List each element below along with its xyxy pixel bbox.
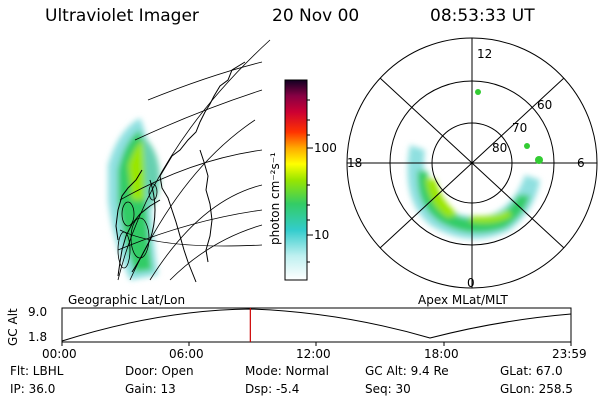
coastline-islands — [117, 183, 158, 269]
timeline-ytick-low: 1.8 — [28, 330, 48, 344]
mlt-label-18: 18 — [347, 156, 363, 170]
colorbar-ticks — [307, 99, 313, 263]
polar-panel — [346, 37, 598, 289]
mode-readout: Mode: Normal — [245, 364, 329, 378]
coastline — [115, 61, 246, 283]
door-readout: Door: Open — [125, 364, 194, 378]
geographic-panel — [108, 39, 271, 283]
colorbar — [284, 79, 308, 281]
polar-grid — [346, 37, 598, 289]
mlat-label-70: 70 — [512, 121, 528, 135]
colorbar-tick-10: 10 — [314, 228, 330, 242]
dsp-readout: Dsp: -5.4 — [245, 382, 300, 396]
ip-readout: IP: 36.0 — [10, 382, 56, 396]
gc-alt-readout: GC Alt: 9.4 Re — [365, 364, 449, 378]
date-label: 20 Nov 00 — [272, 6, 360, 26]
timeline-xtick-1800: 18:00 — [424, 347, 459, 361]
polar-dots — [475, 89, 543, 164]
mlt-label-6: 6 — [577, 156, 585, 170]
timeline-axis-label: GC Alt — [6, 308, 20, 346]
geo-panel-label: Geographic Lat/Lon — [68, 293, 186, 307]
timeline-plot — [61, 307, 572, 346]
glon-readout: GLon: 258.5 — [500, 382, 573, 396]
mlt-label-12: 12 — [477, 47, 493, 61]
timeline-xtick-0000: 00:00 — [42, 347, 77, 361]
mlt-label-0: 0 — [467, 276, 475, 290]
filter-readout: Flt: LBHL — [10, 364, 64, 378]
timeline-xtick-2359: 23:59 — [552, 347, 587, 361]
polar-aurora — [407, 145, 540, 239]
mlat-label-80: 80 — [492, 141, 508, 155]
apex-panel-label: Apex MLat/MLT — [418, 293, 508, 307]
gain-readout: Gain: 13 — [125, 382, 176, 396]
geo-aurora — [108, 118, 160, 280]
time-label: 08:53:33 UT — [430, 6, 535, 26]
seq-readout: Seq: 30 — [365, 382, 411, 396]
instrument-title: Ultraviolet Imager — [45, 6, 199, 26]
glat-readout: GLat: 67.0 — [500, 364, 563, 378]
colorbar-unit-label: photon cm⁻²s⁻¹ — [268, 152, 282, 245]
timeline-xtick-1200: 12:00 — [296, 347, 331, 361]
mlat-label-60: 60 — [537, 98, 553, 112]
colorbar-tick-100: 100 — [314, 141, 337, 155]
timeline-xtick-0600: 06:00 — [169, 347, 204, 361]
timeline-ytick-high: 9.0 — [28, 305, 48, 319]
